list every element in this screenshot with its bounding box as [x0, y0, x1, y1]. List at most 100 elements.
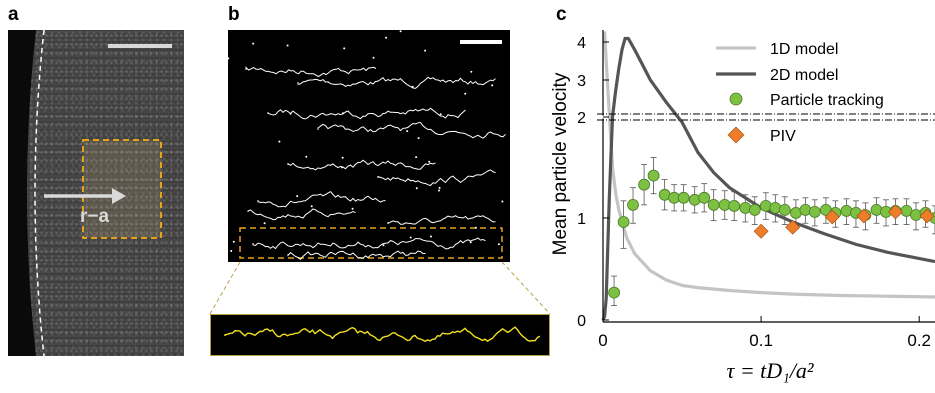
y-tick-label: 2 — [577, 110, 586, 127]
y-axis-label: Mean particle velocity — [550, 72, 571, 255]
panel-a-micrograph: r−a — [8, 30, 184, 356]
selection-box-a — [82, 139, 162, 239]
particle-tracking-point — [728, 199, 741, 212]
particle-dot — [341, 166, 343, 169]
chart-legend: 1D model 2D model Particle tracking PIV — [716, 41, 884, 145]
particle-dot — [305, 155, 308, 158]
particle-dot — [415, 187, 418, 190]
particle-dot — [424, 49, 427, 52]
x-tick-label: 0.2 — [907, 331, 931, 350]
piv-point — [888, 204, 903, 220]
x-tick-label: 0.1 — [749, 331, 773, 350]
inset-trajectory — [224, 326, 541, 343]
trajectory-6 — [377, 169, 496, 187]
selection-box-b — [239, 227, 503, 259]
chart-points — [608, 156, 935, 307]
scale-bar-b — [460, 40, 502, 44]
particle-dot — [470, 70, 473, 73]
trajectory-8 — [247, 208, 356, 221]
particle-tracking-point — [759, 199, 772, 212]
particle-dot — [382, 244, 385, 247]
particle-tracking-point — [769, 201, 782, 214]
particle-dot — [343, 47, 346, 50]
particle-dot — [501, 200, 504, 203]
legend-label: 2D model — [770, 67, 838, 84]
radial-distance-label: r−a — [80, 206, 110, 227]
particle-dot — [417, 137, 420, 140]
scale-bar-a — [108, 44, 172, 48]
y-tick-label: 3 — [577, 73, 586, 90]
particle-dot — [252, 42, 255, 45]
particle-dot — [232, 240, 235, 243]
particle-dot — [296, 195, 299, 198]
particle-tracking-point — [617, 216, 630, 228]
particle-dot — [351, 207, 354, 210]
trajectory-10 — [252, 237, 486, 250]
particle-dot — [497, 243, 500, 246]
piv-point — [824, 209, 840, 225]
particle-dot — [428, 160, 431, 163]
legend-label: PIV — [770, 128, 796, 145]
trajectory-7 — [257, 190, 386, 208]
trajectory-4 — [317, 121, 506, 139]
particle-tracking-point — [808, 205, 821, 218]
particle-dot — [372, 56, 375, 59]
particle-dot — [439, 113, 442, 116]
y-tick-label: 4 — [577, 35, 586, 52]
legend-swatch-diamond — [727, 126, 745, 144]
panel-b-trajectories — [228, 30, 510, 262]
particle-dot — [464, 92, 467, 95]
y-tick-label: 1 — [577, 211, 586, 228]
particle-dot — [263, 222, 266, 225]
panel-b-inset — [210, 314, 550, 356]
chart-axes — [602, 30, 935, 323]
highlighted-trajectory — [224, 326, 541, 343]
particle-dot — [228, 57, 230, 60]
panel-c-letter: c — [556, 4, 567, 25]
particle-dot — [342, 112, 344, 115]
x-tick-label: 0 — [598, 331, 607, 350]
particle-tracking-point — [627, 198, 639, 211]
panel-a-letter: a — [8, 4, 19, 25]
radial-arrow-head — [112, 188, 126, 204]
boundary-dashed-line — [34, 30, 45, 356]
trajectory-2 — [297, 76, 496, 89]
trajectory-overlay — [228, 30, 506, 260]
particle-tracking-point — [778, 203, 791, 216]
particle-tracking-point — [870, 203, 883, 216]
particle-dot — [385, 36, 388, 39]
legend-swatch-circle — [729, 92, 743, 106]
particle-dot — [415, 156, 418, 159]
particle-dot — [485, 41, 488, 44]
particle-dot — [469, 241, 472, 244]
particle-dot — [310, 205, 313, 208]
piv-point — [856, 208, 872, 224]
particle-tracking-point — [608, 286, 620, 299]
particle-dot — [411, 85, 414, 88]
particle-tracking-point — [677, 191, 690, 204]
particle-dot — [409, 236, 412, 239]
x-axis-label: τ = tD₁/a² — [726, 358, 813, 383]
particle-tracking-point — [707, 198, 720, 211]
dark-inclusion-region — [8, 30, 36, 356]
piv-point — [785, 219, 801, 235]
legend-label: Particle tracking — [770, 92, 884, 109]
particle-dot — [286, 44, 289, 47]
chart-ticks: 0 1 2 3 4 0 0.1 0.2 — [577, 35, 931, 350]
particle-tracking-point — [638, 178, 650, 191]
legend-label: 1D model — [770, 41, 838, 58]
particle-dot — [438, 186, 441, 189]
particle-dot — [399, 30, 402, 33]
particle-tracking-point — [688, 193, 701, 206]
particle-dot — [289, 112, 292, 115]
particle-dot — [430, 235, 432, 238]
particle-tracking-point — [840, 204, 853, 217]
trajectory-3 — [267, 107, 466, 120]
particle-tracking-point — [698, 191, 711, 204]
particle-dot — [406, 130, 409, 133]
piv-point — [753, 223, 769, 239]
particle-tracking-point — [748, 203, 761, 216]
particle-dot — [438, 189, 440, 192]
particle-tracking-point — [910, 209, 922, 221]
